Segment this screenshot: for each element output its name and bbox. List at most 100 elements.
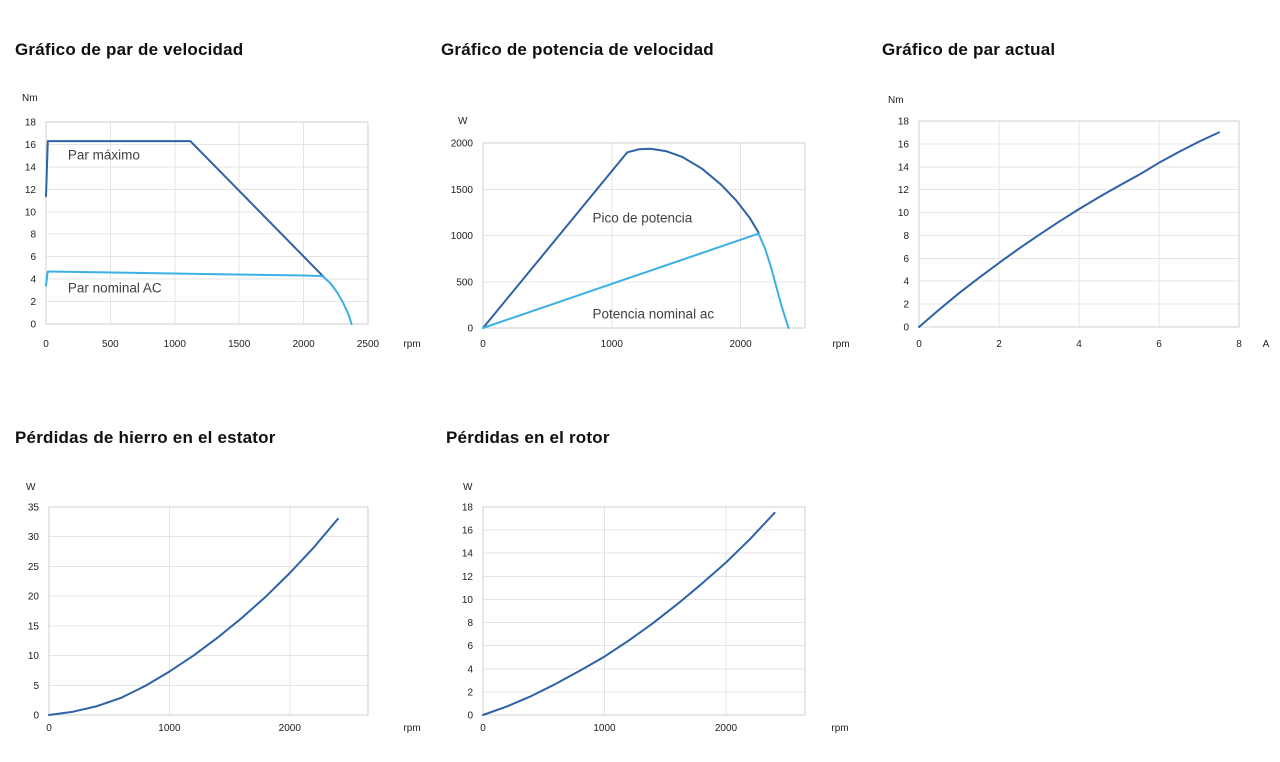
plot-frame (918, 120, 1240, 328)
y-axis-unit-label: Nm (22, 93, 38, 104)
current-torque-chart-canvas: 0 2 4 6 8 0 2 4 6 8 10 12 14 16 18 A Nm (888, 95, 1270, 350)
x-tick-label: 0 (46, 723, 52, 734)
x-axis-unit-label: rpm (831, 723, 848, 734)
y-tick-label: 0 (30, 320, 36, 331)
series-line-pico-de-potencia (482, 147, 760, 329)
curve-label: Par nominal AC (68, 281, 162, 296)
y-tick-label: 4 (467, 664, 473, 675)
series-line-par-máximo (45, 140, 326, 279)
x-tick-label: 0 (480, 339, 486, 350)
y-tick-label: 10 (25, 207, 37, 218)
y-axis-unit-label: Nm (888, 95, 904, 106)
y-tick-label: 500 (456, 277, 473, 288)
plot-frame (482, 142, 806, 329)
speed-power-chart-canvas: Pico de potencia Potencia nominal ac 0 1000… (451, 116, 850, 350)
y-tick-label: 30 (28, 532, 40, 543)
y-axis-unit-label: W (463, 482, 473, 493)
y-tick-label: 10 (462, 595, 474, 606)
y-tick-label: 16 (898, 139, 910, 150)
y-tick-label: 25 (28, 562, 40, 573)
y-tick-label: 20 (28, 592, 40, 603)
y-tick-label: 10 (28, 651, 40, 662)
y-tick-label: 6 (30, 252, 36, 263)
y-tick-label: 8 (903, 231, 909, 242)
x-tick-label: 2000 (729, 339, 752, 350)
y-tick-label: 2000 (451, 139, 474, 150)
x-tick-label: 1000 (164, 339, 187, 350)
series-line-pérdidas-en-el-rotor (482, 511, 776, 716)
y-tick-label: 14 (25, 162, 37, 173)
y-tick-label: 6 (903, 254, 909, 265)
y-tick-label: 18 (25, 118, 37, 129)
x-tick-label: 1500 (228, 339, 251, 350)
x-axis-unit-label: A (1263, 339, 1270, 350)
y-axis-unit-label: W (458, 116, 468, 127)
stator-iron-losses-chart-canvas: 0 1000 2000 0 5 10 15 20 25 30 35 rpm W (26, 482, 421, 734)
y-tick-label: 35 (28, 503, 40, 514)
y-tick-label: 0 (33, 711, 39, 722)
curve-label: Par máximo (68, 148, 140, 163)
chart-title-current-torque: Gráfico de par actual (882, 40, 1056, 59)
y-tick-label: 0 (467, 711, 473, 722)
y-tick-label: 2 (903, 300, 909, 311)
y-tick-label: 12 (898, 185, 910, 196)
y-tick-label: 2 (30, 297, 36, 308)
x-tick-label: 1000 (601, 339, 624, 350)
x-tick-label: 2500 (357, 339, 380, 350)
x-axis-unit-label: rpm (832, 339, 849, 350)
x-tick-label: 2000 (292, 339, 315, 350)
y-tick-label: 6 (467, 641, 473, 652)
curve-label: Potencia nominal ac (593, 307, 715, 322)
y-tick-label: 10 (898, 208, 910, 219)
x-axis-unit-label: rpm (403, 723, 420, 734)
curve-label: Pico de potencia (593, 210, 693, 225)
y-axis-unit-label: W (26, 482, 36, 493)
y-tick-label: 8 (30, 230, 36, 241)
x-tick-label: 500 (102, 339, 119, 350)
x-tick-label: 2000 (715, 723, 738, 734)
x-tick-label: 0 (43, 339, 49, 350)
y-tick-label: 4 (30, 275, 36, 286)
series-line-pérdidas-de-hierro-en-el-estator (48, 517, 339, 716)
chart-title-speed-power: Gráfico de potencia de velocidad (441, 40, 714, 59)
series-line-potencia-nominal-ac (482, 232, 790, 329)
x-tick-label: 4 (1076, 339, 1082, 350)
y-tick-label: 1500 (451, 185, 474, 196)
x-axis-unit-label: rpm (403, 339, 420, 350)
x-tick-label: 1000 (593, 723, 616, 734)
rotor-losses-chart-canvas: 0 1000 2000 0 2 4 6 8 10 12 14 16 18 rpm W (462, 482, 849, 734)
plot-frame (48, 506, 369, 716)
speed-torque-chart-canvas: Par máximo Par nominal AC 0 500 1000 1500 2000… (22, 93, 421, 350)
y-tick-label: 0 (903, 323, 909, 334)
x-tick-label: 8 (1236, 339, 1242, 350)
y-tick-label: 12 (25, 185, 37, 196)
series-line-par-nominal-ac (45, 270, 353, 325)
y-tick-label: 18 (898, 117, 910, 128)
x-tick-label: 1000 (158, 723, 181, 734)
y-tick-label: 18 (462, 503, 474, 514)
y-tick-label: 16 (462, 526, 474, 537)
y-tick-label: 4 (903, 277, 909, 288)
x-tick-label: 2 (996, 339, 1002, 350)
y-tick-label: 15 (28, 621, 40, 632)
x-tick-label: 0 (480, 723, 486, 734)
y-tick-label: 14 (898, 162, 910, 173)
chart-title-rotor-losses: Pérdidas en el rotor (446, 428, 610, 447)
x-tick-label: 6 (1156, 339, 1162, 350)
y-tick-label: 0 (467, 324, 473, 335)
y-tick-label: 8 (467, 618, 473, 629)
chart-title-speed-torque: Gráfico de par de velocidad (15, 40, 244, 59)
y-tick-label: 5 (33, 681, 39, 692)
plot-frame (482, 506, 806, 716)
y-tick-label: 2 (467, 687, 473, 698)
x-tick-label: 0 (916, 339, 922, 350)
y-tick-label: 14 (462, 549, 474, 560)
y-tick-label: 12 (462, 572, 474, 583)
y-tick-label: 1000 (451, 231, 474, 242)
plot-frame (45, 121, 369, 325)
series-line-par-actual (918, 131, 1220, 328)
chart-title-stator-iron-losses: Pérdidas de hierro en el estator (15, 428, 276, 447)
y-tick-label: 16 (25, 140, 37, 151)
x-tick-label: 2000 (279, 723, 302, 734)
